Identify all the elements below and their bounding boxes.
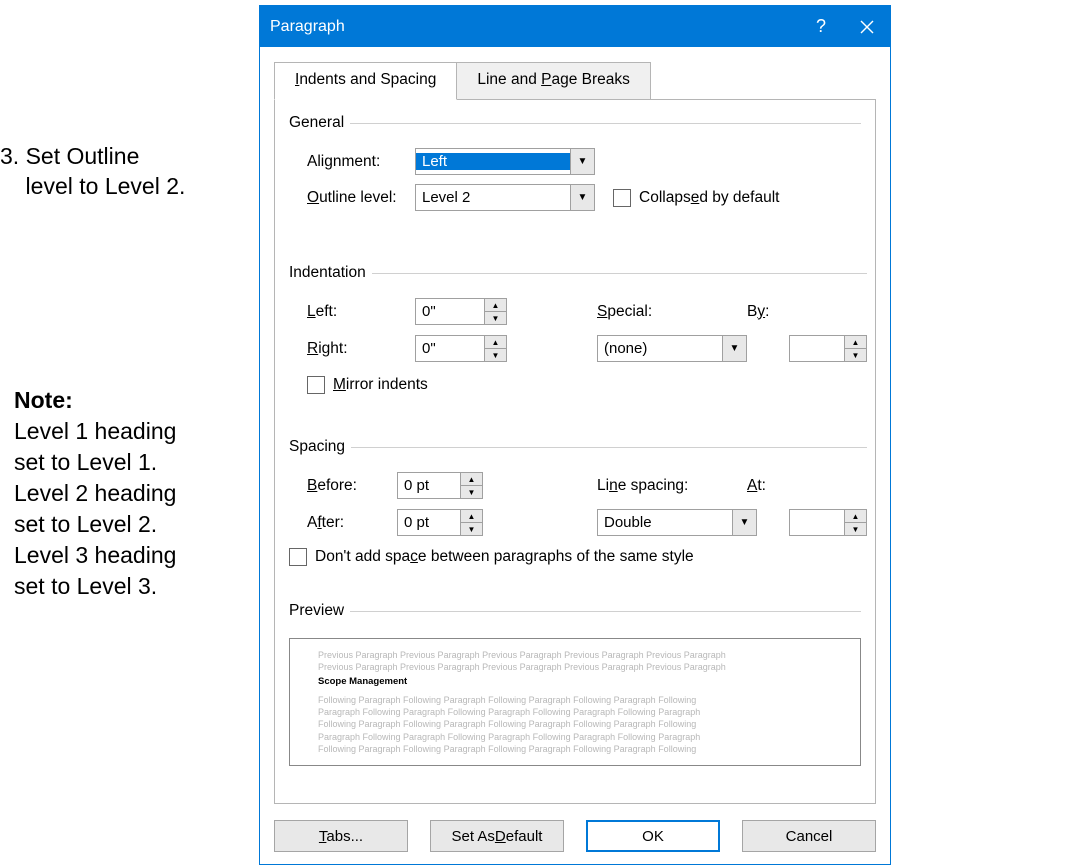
at-label: At: [747, 477, 766, 495]
after-value: 0 pt [398, 514, 460, 531]
tab-indents-spacing[interactable]: Indents and Spacing [274, 62, 457, 100]
indent-left-spinner[interactable]: 0" ▲▼ [415, 298, 507, 325]
tab-indents-label: ndents and Spacing [299, 71, 436, 88]
tab-line-page-breaks[interactable]: Line and Page Breaks [456, 62, 651, 100]
by-label: By: [747, 303, 769, 321]
at-spinner[interactable]: ▲▼ [789, 509, 867, 536]
chevron-down-icon: ▼ [570, 149, 594, 174]
ok-button[interactable]: OK [586, 820, 720, 852]
indent-left-value: 0" [416, 303, 484, 320]
preview-prev2: Previous Paragraph Previous Paragraph Pr… [318, 661, 832, 673]
alignment-label: Alignment: [307, 153, 415, 171]
instruction-step-3: 3. Set Outline level to Level 2. [0, 142, 185, 202]
preview-foll3: Following Paragraph Following Paragraph … [318, 718, 832, 730]
preview-group: Preview Previous Paragraph Previous Para… [289, 602, 861, 766]
preview-box: Previous Paragraph Previous Paragraph Pr… [289, 638, 861, 766]
spin-up-icon[interactable]: ▲ [461, 473, 482, 486]
spacing-group: Spacing Before: 0 pt ▲▼ Line spacing: At… [289, 438, 867, 566]
preview-foll4: Paragraph Following Paragraph Following … [318, 731, 832, 743]
chevron-down-icon: ▼ [570, 185, 594, 210]
preview-foll2: Paragraph Following Paragraph Following … [318, 706, 832, 718]
indent-left-label: Left: [307, 303, 415, 321]
spin-up-icon[interactable]: ▲ [845, 510, 866, 523]
before-spinner[interactable]: 0 pt ▲▼ [397, 472, 483, 499]
button-row: Tabs... Set As Default OK Cancel [274, 820, 876, 852]
step3-line1: 3. Set Outline [0, 143, 139, 169]
note-line2: set to Level 1. [14, 449, 157, 475]
spin-down-icon[interactable]: ▼ [845, 523, 866, 535]
help-button[interactable]: ? [798, 6, 844, 47]
dont-add-space-checkbox[interactable] [289, 548, 307, 566]
outline-level-label: Outline level: [307, 189, 415, 207]
alignment-select[interactable]: Left ▼ [415, 148, 595, 175]
spacing-legend: Spacing [289, 438, 351, 456]
spin-up-icon[interactable]: ▲ [485, 299, 506, 312]
outline-level-value: Level 2 [416, 189, 570, 206]
note-line3: Level 2 heading [14, 480, 176, 506]
dont-add-space-label: Don't add space between paragraphs of th… [315, 548, 694, 566]
line-spacing-label: Line spacing: [597, 477, 747, 495]
mirror-indents-label: Mirror indents [333, 376, 428, 394]
spin-up-icon[interactable]: ▲ [461, 510, 482, 523]
special-label: Special: [597, 303, 747, 321]
alignment-value: Left [416, 153, 570, 170]
instruction-note: Note: Level 1 heading set to Level 1. Le… [14, 385, 176, 602]
spin-down-icon[interactable]: ▼ [461, 523, 482, 535]
general-legend: General [289, 114, 350, 132]
paragraph-dialog: Paragraph ? Indents and Spacing Line and… [259, 5, 891, 865]
indentation-legend: Indentation [289, 264, 372, 282]
close-button[interactable] [844, 6, 890, 47]
spin-down-icon[interactable]: ▼ [485, 349, 506, 361]
cancel-button[interactable]: Cancel [742, 820, 876, 852]
spin-down-icon[interactable]: ▼ [461, 486, 482, 498]
dialog-content: General Alignment: Left ▼ Outline level:… [274, 99, 876, 804]
indent-right-value: 0" [416, 340, 484, 357]
chevron-down-icon: ▼ [722, 336, 746, 361]
note-line1: Level 1 heading [14, 418, 176, 444]
tabs-button[interactable]: Tabs... [274, 820, 408, 852]
collapsed-label: Collapsed by default [639, 189, 779, 207]
by-spinner[interactable]: ▲▼ [789, 335, 867, 362]
note-line5: Level 3 heading [14, 542, 176, 568]
preview-legend: Preview [289, 602, 350, 620]
chevron-down-icon: ▼ [732, 510, 756, 535]
outline-level-select[interactable]: Level 2 ▼ [415, 184, 595, 211]
collapsed-checkbox[interactable] [613, 189, 631, 207]
set-as-default-button[interactable]: Set As Default [430, 820, 564, 852]
spin-up-icon[interactable]: ▲ [485, 336, 506, 349]
special-select[interactable]: (none) ▼ [597, 335, 747, 362]
mirror-indents-checkbox[interactable] [307, 376, 325, 394]
spin-down-icon[interactable]: ▼ [845, 349, 866, 361]
note-label: Note: [14, 387, 73, 413]
preview-prev1: Previous Paragraph Previous Paragraph Pr… [318, 649, 832, 661]
spin-down-icon[interactable]: ▼ [485, 312, 506, 324]
line-spacing-value: Double [598, 514, 732, 531]
tab-strip: Indents and Spacing Line and Page Breaks [274, 62, 890, 100]
before-label: Before: [307, 477, 397, 495]
after-label: After: [307, 514, 397, 532]
dialog-title: Paragraph [270, 18, 345, 36]
spin-up-icon[interactable]: ▲ [845, 336, 866, 349]
preview-scope: Scope Management [318, 676, 832, 689]
special-value: (none) [598, 340, 722, 357]
indent-right-label: Right: [307, 340, 415, 358]
note-line6: set to Level 3. [14, 573, 157, 599]
indentation-group: Indentation Left: 0" ▲▼ Special: By: [289, 264, 867, 394]
preview-foll5: Following Paragraph Following Paragraph … [318, 743, 832, 755]
note-line4: set to Level 2. [14, 511, 157, 537]
general-group: General Alignment: Left ▼ Outline level:… [289, 114, 861, 220]
before-value: 0 pt [398, 477, 460, 494]
close-icon [860, 20, 874, 34]
after-spinner[interactable]: 0 pt ▲▼ [397, 509, 483, 536]
step3-line2: level to Level 2. [0, 173, 185, 199]
titlebar: Paragraph ? [260, 6, 890, 47]
indent-right-spinner[interactable]: 0" ▲▼ [415, 335, 507, 362]
preview-foll1: Following Paragraph Following Paragraph … [318, 694, 832, 706]
line-spacing-select[interactable]: Double ▼ [597, 509, 757, 536]
